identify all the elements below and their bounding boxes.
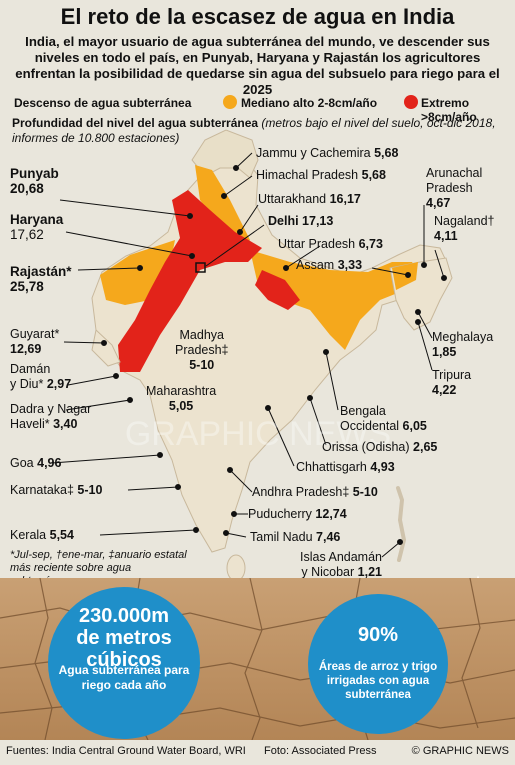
label-delhi: Delhi 17,13 bbox=[268, 214, 334, 228]
watermark: GRAPHIC NEWS bbox=[125, 415, 391, 453]
label-assam: Assam 3,33 bbox=[296, 258, 363, 272]
extreme-decline-area-punjab-haryana bbox=[118, 190, 262, 372]
label-gujarat: Guyarat* 12,69 bbox=[10, 327, 60, 356]
label-rajasthan: Rajastán* 25,78 bbox=[10, 264, 72, 294]
delhi-marker bbox=[195, 262, 206, 273]
label-uttarakhand: Uttarakhand 16,17 bbox=[258, 192, 361, 206]
label-tamil: Tamil Nadu 7,46 bbox=[250, 530, 341, 544]
stat-circle-percent: 90% Áreas de arroz y trigo irrigadas con… bbox=[308, 594, 448, 734]
legend-medium-swatch bbox=[223, 95, 237, 109]
label-andaman: Islas Andamán y Nicobar 1,21 bbox=[300, 550, 382, 579]
legend-extreme-swatch bbox=[404, 95, 418, 109]
label-punjab: Punyab 20,68 bbox=[10, 166, 59, 196]
label-daman: Damán y Diu* 2,97 bbox=[10, 362, 72, 391]
label-puducherry: Puducherry 12,74 bbox=[248, 507, 347, 521]
label-karnataka: Karnataka‡ 5-10 bbox=[10, 483, 103, 497]
label-andhra: Andhra Pradesh‡ 5-10 bbox=[252, 485, 378, 499]
footer: Fuentes: India Central Ground Water Boar… bbox=[6, 745, 509, 761]
footer-credit: © GRAPHIC NEWS bbox=[411, 745, 509, 757]
legend-title: Descenso de agua subterránea bbox=[14, 96, 192, 110]
label-chhattisgarh: Chhattisgarh 4,93 bbox=[296, 460, 395, 474]
label-tripura: Tripura 4,22 bbox=[432, 368, 472, 397]
medium-decline-area-ganges bbox=[250, 250, 422, 350]
medium-decline-area-north bbox=[195, 165, 250, 250]
label-orissa: Orissa (Odisha) 2,65 bbox=[322, 440, 438, 454]
andaman-islands bbox=[396, 486, 407, 562]
page-subtitle: India, el mayor usuario de agua subterrá… bbox=[15, 34, 500, 97]
footer-sources: Fuentes: India Central Ground Water Boar… bbox=[6, 745, 246, 757]
label-meghalaya: Meghalaya 1,85 bbox=[432, 330, 494, 359]
label-uttar: Uttar Pradesh 6,73 bbox=[278, 237, 383, 251]
legend-extreme-label: Extremo >8cm/año bbox=[421, 96, 477, 124]
legend: Descenso de agua subterránea Mediano alt… bbox=[8, 94, 508, 124]
label-arunachal: Arunachal Pradesh 4,67 bbox=[426, 166, 483, 210]
label-maharashtra: Maharashtra 5,05 bbox=[146, 384, 217, 413]
label-haryana: Haryana 17,62 bbox=[10, 212, 64, 242]
label-goa: Goa 4,96 bbox=[10, 456, 62, 470]
label-nagaland: Nagaland† 4,11 bbox=[434, 214, 495, 243]
depth-heading: Profundidad del nivel del agua subterrán… bbox=[12, 116, 496, 145]
label-madhya: Madhya Pradesh‡ 5-10 bbox=[175, 328, 229, 372]
page-title: El reto de la escasez de agua en India bbox=[60, 4, 455, 29]
label-dadra: Dadra y Nagar Haveli* 3,40 bbox=[10, 402, 92, 431]
label-bengal: Bengala Occidental 6,05 bbox=[340, 404, 427, 433]
footer-photo: Foto: Associated Press bbox=[264, 745, 377, 757]
label-jammu: Jammu y Cachemira 5,68 bbox=[256, 146, 399, 160]
label-kerala: Kerala 5,54 bbox=[10, 528, 74, 542]
legend-medium-label: Mediano alto 2-8cm/año bbox=[241, 96, 378, 110]
stat-circle-volume: 230.000m de metros cúbicos Agua subterrá… bbox=[48, 587, 200, 739]
extreme-decline-area-uttar bbox=[255, 270, 300, 310]
label-himachal: Himachal Pradesh 5,68 bbox=[256, 168, 386, 182]
